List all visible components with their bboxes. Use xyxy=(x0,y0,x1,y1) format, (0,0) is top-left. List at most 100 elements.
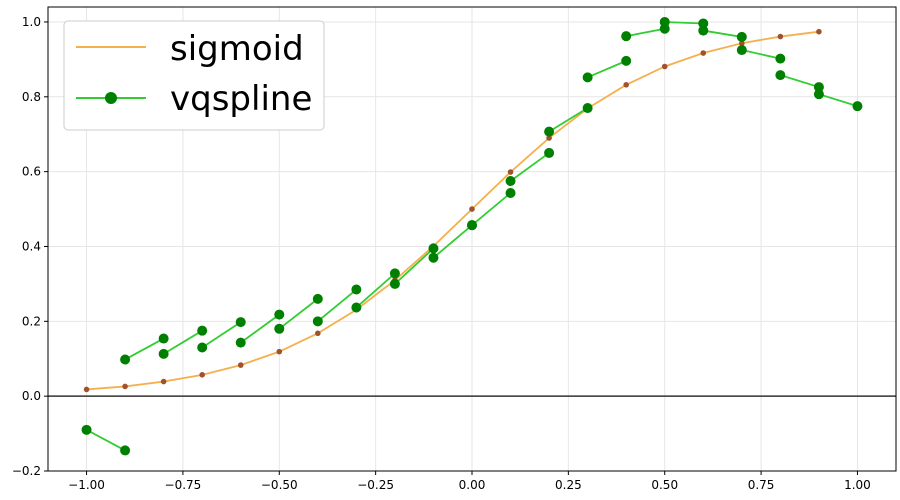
x-tick-label: −0.50 xyxy=(261,478,298,492)
vqspline-point xyxy=(158,348,169,359)
vqspline-series xyxy=(81,16,863,456)
vqspline-segment xyxy=(201,321,242,349)
vqspline-segment xyxy=(240,313,280,344)
vqspline-segment xyxy=(394,247,435,285)
x-tick-label: 0.50 xyxy=(651,478,678,492)
sigmoid-point xyxy=(700,50,707,56)
vqspline-point xyxy=(505,176,516,186)
sigmoid-point xyxy=(816,28,822,35)
x-tick-label: 0.00 xyxy=(459,478,486,492)
vqspline-point xyxy=(582,72,593,83)
legend: sigmoid vqspline xyxy=(63,20,325,131)
x-tick-label: 0.75 xyxy=(748,478,775,492)
sigmoid-point xyxy=(623,82,629,88)
vqspline-point xyxy=(351,302,362,313)
vqspline-point xyxy=(120,445,131,456)
vqspline-point xyxy=(120,354,131,365)
vqspline-segment xyxy=(664,21,704,25)
vqspline-point xyxy=(544,147,555,158)
y-tick-label: 1.0 xyxy=(22,15,41,29)
x-tick-label: 0.25 xyxy=(555,478,582,492)
vqspline-segment xyxy=(163,329,203,355)
vqspline-segment xyxy=(626,27,665,38)
x-tick-label: −0.75 xyxy=(165,478,202,492)
vqspline-segment xyxy=(355,272,396,309)
vqspline-point xyxy=(428,252,439,263)
vqspline-point xyxy=(274,323,285,334)
legend-vqspline-marker xyxy=(105,92,117,104)
sigmoid-point xyxy=(469,206,475,212)
y-tick-label: 0.6 xyxy=(22,165,41,179)
sigmoid-series xyxy=(83,28,822,393)
sigmoid-point xyxy=(546,135,552,141)
x-axis-ticks: −1.00 −0.75 −0.50 −0.25 0.00 0.25 0.50 0.75 1.00 xyxy=(68,471,871,492)
y-tick-label: 0.2 xyxy=(22,314,41,328)
vqspline-point xyxy=(235,337,246,348)
vqspline-point xyxy=(775,70,786,81)
vqspline-segment xyxy=(86,429,126,452)
vqspline-point xyxy=(698,18,709,29)
sigmoid-point xyxy=(661,63,668,70)
vqspline-point xyxy=(312,293,323,304)
y-tick-label: 0.4 xyxy=(22,239,41,253)
sigmoid-point xyxy=(160,378,167,385)
vqspline-segment xyxy=(471,192,512,226)
vqspline-point xyxy=(775,53,786,64)
vqspline-point xyxy=(813,82,824,93)
vqspline-point xyxy=(428,243,439,254)
vqspline-point xyxy=(197,325,208,336)
vqspline-point xyxy=(274,309,285,320)
vqspline-segment xyxy=(587,60,627,79)
vqspline-point xyxy=(389,278,400,289)
legend-vqspline-label: vqspline xyxy=(170,79,312,119)
vqspline-point xyxy=(81,424,92,435)
sigmoid-point xyxy=(777,33,784,40)
vqspline-point xyxy=(621,55,632,66)
sigmoid-point xyxy=(83,386,90,393)
sigmoid-point xyxy=(199,372,205,378)
x-tick-label: −0.25 xyxy=(357,478,394,492)
vqspline-point xyxy=(312,316,323,327)
vqspline-point xyxy=(505,187,516,198)
vqspline-segment xyxy=(317,288,357,323)
x-tick-label: 1.00 xyxy=(844,478,871,492)
vqspline-point xyxy=(235,317,246,328)
y-axis-ticks: −0.2 0.0 0.2 0.4 0.6 0.8 1.0 xyxy=(12,15,48,478)
sigmoid-line xyxy=(86,30,820,391)
sigmoid-point xyxy=(122,383,128,390)
vqspline-point xyxy=(467,220,477,231)
vqspline-segment xyxy=(703,29,742,38)
vqspline-point xyxy=(158,333,169,344)
vqspline-segment xyxy=(510,152,550,182)
vqspline-segment xyxy=(124,337,165,361)
vqspline-point xyxy=(582,103,593,114)
vqspline-point xyxy=(544,126,555,137)
vqspline-point xyxy=(813,89,824,100)
vqspline-point xyxy=(736,31,747,42)
y-tick-label: 0.0 xyxy=(22,389,41,403)
vqspline-point xyxy=(736,45,747,56)
sigmoid-point xyxy=(315,330,321,337)
legend-box xyxy=(63,20,325,131)
vqspline-segment xyxy=(432,224,473,259)
y-tick-label: −0.2 xyxy=(12,464,41,478)
y-tick-label: 0.8 xyxy=(22,90,41,104)
vqspline-segment xyxy=(548,107,589,133)
vqspline-segment xyxy=(780,74,820,88)
x-tick-label: −1.00 xyxy=(68,478,105,492)
vqspline-segment xyxy=(818,93,858,108)
vqspline-point xyxy=(351,284,362,295)
vqspline-segment xyxy=(278,298,319,330)
vqspline-segment xyxy=(741,49,781,60)
vqspline-point xyxy=(698,25,709,36)
vqspline-point xyxy=(197,342,208,353)
sigmoid-point xyxy=(507,169,514,175)
vqspline-point xyxy=(852,101,863,112)
sigmoid-point xyxy=(739,40,745,47)
legend-sigmoid-label: sigmoid xyxy=(170,29,304,69)
sigmoid-point xyxy=(276,348,283,355)
vqspline-point xyxy=(621,31,632,42)
vqspline-point xyxy=(659,16,670,27)
sigmoid-point xyxy=(237,362,244,368)
